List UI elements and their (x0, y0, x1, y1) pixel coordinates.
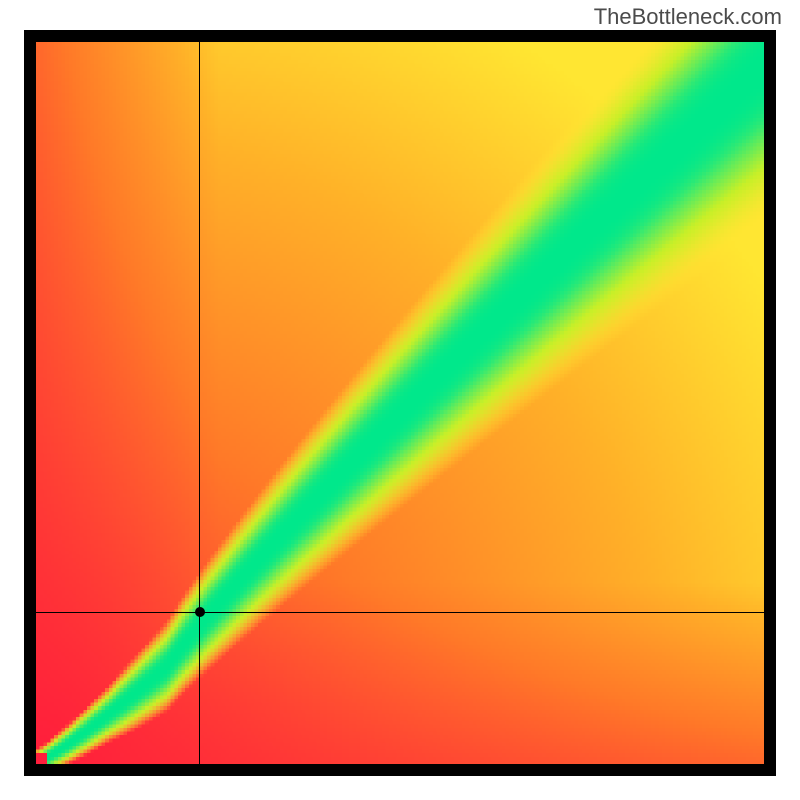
heatmap-canvas (36, 42, 764, 764)
plot-frame (24, 30, 776, 776)
watermark-text: TheBottleneck.com (594, 4, 782, 30)
chart-container: TheBottleneck.com (0, 0, 800, 800)
crosshair-horizontal (36, 612, 764, 613)
crosshair-vertical (199, 42, 200, 764)
plot-area (36, 42, 764, 764)
crosshair-dot (193, 605, 207, 619)
